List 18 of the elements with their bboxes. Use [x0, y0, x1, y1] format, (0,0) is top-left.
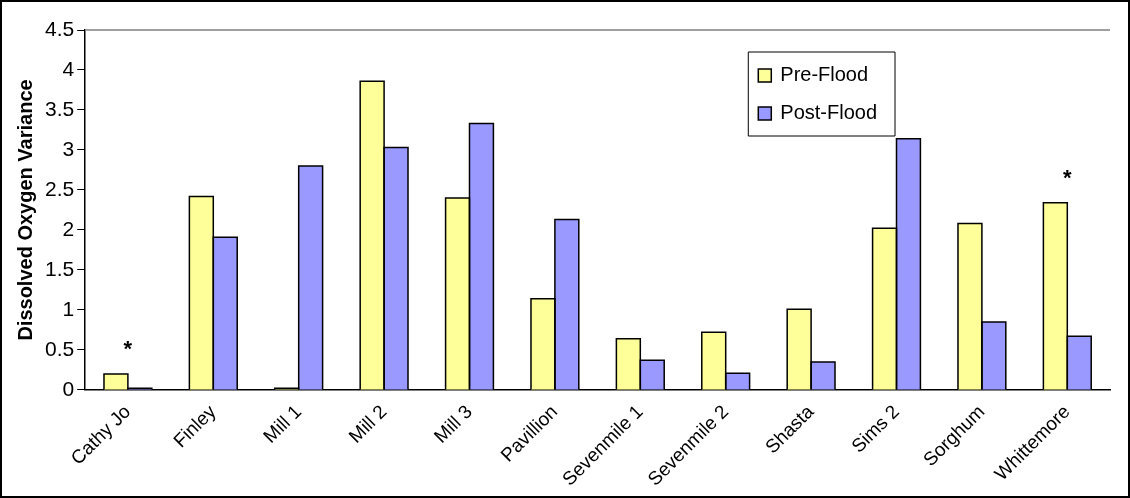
x-tick-label: Mill 1 [259, 400, 306, 447]
y-tick-label: 4 [62, 56, 75, 80]
y-axis-title: Dissolved Oxygen Variance [13, 79, 36, 341]
y-tick-label: 2.5 [44, 176, 75, 200]
x-tick-label: Mill 3 [429, 400, 477, 447]
annotation: * [1063, 164, 1073, 190]
y-tick-label: 0 [62, 376, 75, 400]
legend-label: Post-Flood [780, 100, 878, 123]
y-tick-label: 2 [62, 216, 75, 240]
y-tick-label: 4.5 [44, 16, 75, 40]
annotation: * [123, 336, 133, 362]
y-tick-label: 3.5 [44, 96, 75, 120]
legend-label: Pre-Flood [780, 62, 869, 85]
y-tick-label: 1 [62, 296, 75, 320]
y-tick-label: 0.5 [44, 336, 75, 360]
y-tick-label: 1.5 [44, 256, 75, 280]
y-tick-label: 3 [62, 136, 75, 160]
x-tick-label: Mill 2 [344, 400, 391, 447]
